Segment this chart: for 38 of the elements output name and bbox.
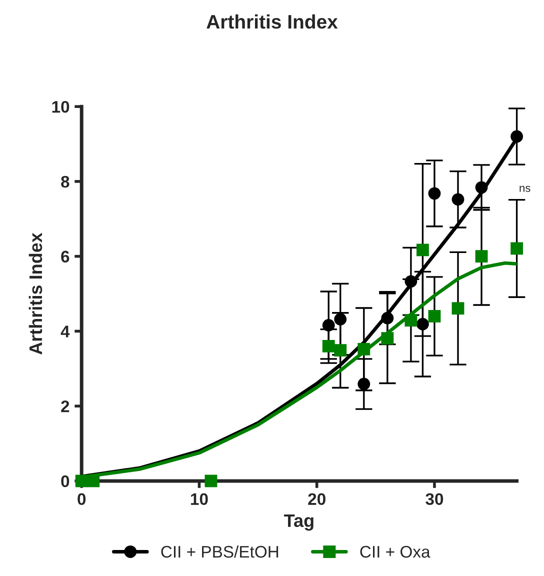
point (322, 340, 335, 352)
point (404, 314, 418, 327)
legend-label: CII + Oxa (360, 546, 430, 558)
point (334, 313, 347, 326)
point (322, 319, 335, 332)
point (452, 193, 464, 206)
point (428, 187, 441, 200)
y-tick-label: 4 (60, 326, 70, 338)
point (358, 342, 370, 356)
text: ns (520, 186, 530, 192)
x-tick-label: 30 (426, 493, 444, 506)
x-axis-title: Tag (284, 514, 314, 531)
point (475, 181, 488, 194)
y-tick-label: 2 (61, 400, 70, 412)
x-tick-label: 20 (308, 493, 326, 506)
point (404, 275, 418, 288)
y-tick-label: 10 (52, 100, 70, 113)
point (428, 310, 441, 322)
point (381, 312, 394, 324)
y-tick-label: 0 (61, 475, 70, 488)
point (381, 332, 394, 345)
point (334, 344, 347, 357)
x-tick-label: 10 (191, 493, 208, 506)
point (204, 474, 218, 488)
point (416, 244, 429, 256)
y-tick-label: 8 (61, 176, 70, 188)
point (475, 250, 488, 263)
y-tick-label: 6 (61, 250, 70, 263)
point (510, 242, 524, 255)
point (358, 378, 370, 390)
point (416, 318, 429, 330)
point (452, 302, 464, 315)
x-tick-label: 0 (78, 493, 86, 506)
legend-label: CII + PBS/EtOH (161, 545, 278, 558)
chart-title: Arthritis Index (206, 14, 338, 29)
point (510, 130, 524, 143)
point (87, 474, 100, 488)
y-axis-title: Arthritis Index (28, 232, 42, 355)
